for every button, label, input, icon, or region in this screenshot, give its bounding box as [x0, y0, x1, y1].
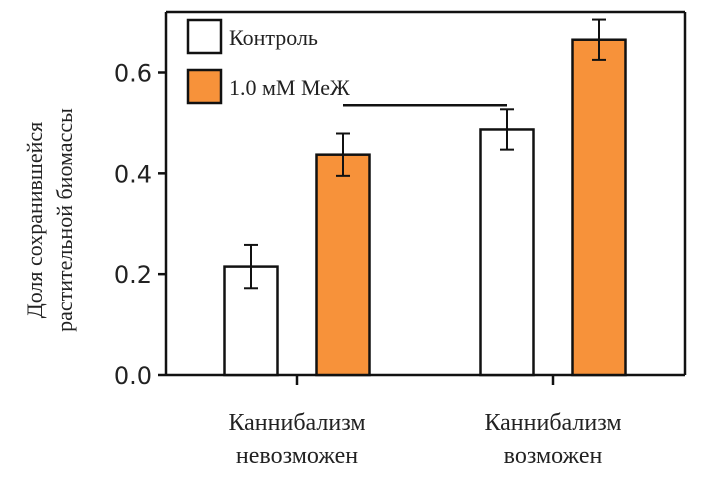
y-axis-label-line-1: Доля сохранившейся [22, 122, 47, 319]
legend-swatch-control [186, 18, 223, 55]
legend-swatch-mej [186, 68, 223, 105]
y-axis-label-line-2: растительной биомассы [52, 108, 77, 332]
category-label-1-line-1: Каннибализм [484, 410, 621, 436]
y-tick-label-0: 0.0 [114, 362, 152, 390]
bar-mej-cat-0 [315, 153, 371, 377]
category-label-0-line-2: невозможен [236, 443, 358, 469]
x-axis-ticks [295, 375, 555, 385]
y-tick-label-1: 0.2 [114, 261, 152, 289]
category-label-1-line-2: возможен [504, 443, 603, 469]
bar-mej-cat-1 [571, 38, 627, 377]
category-label-0-line-1: Каннибализм [228, 410, 365, 436]
y-tick-label-2: 0.4 [114, 160, 152, 188]
error-bars [244, 18, 606, 290]
y-tick-label-3: 0.6 [114, 60, 152, 88]
legend-label-control: Контроль [229, 25, 318, 50]
legend-label-mej: 1.0 мМ МеЖ [229, 75, 350, 100]
legend: Контроль 1.0 мМ МеЖ [186, 18, 350, 105]
y-axis-ticks: 0.0 0.2 0.4 0.6 [114, 60, 166, 390]
bar-control-cat-1 [479, 128, 535, 377]
